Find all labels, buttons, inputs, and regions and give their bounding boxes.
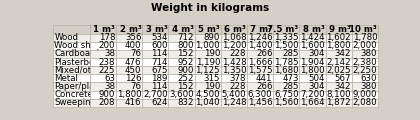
Text: Weight in kilograms: Weight in kilograms — [151, 3, 269, 13]
